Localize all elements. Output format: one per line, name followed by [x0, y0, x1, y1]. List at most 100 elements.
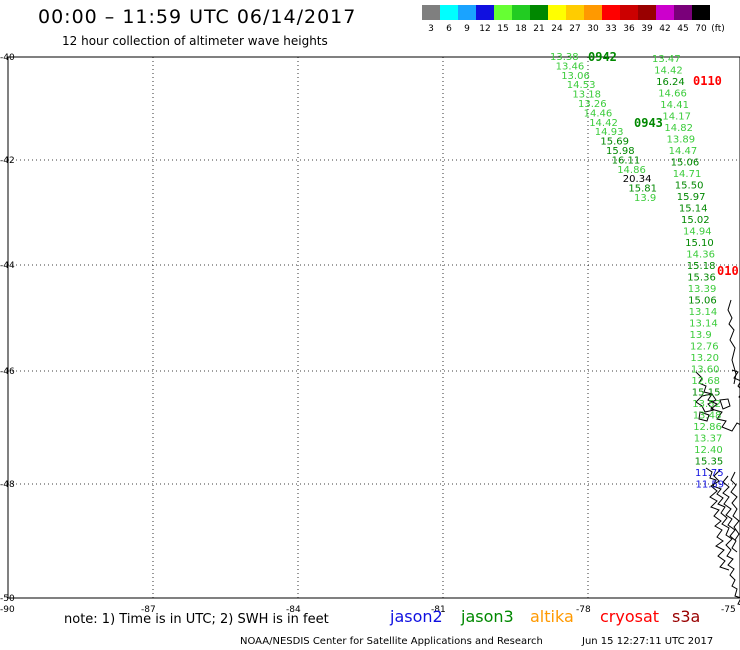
scale-swatch-45 — [674, 5, 692, 20]
scale-swatch-36 — [620, 5, 638, 20]
swh-value: 14.36 — [686, 250, 715, 261]
generated-timestamp: Jun 15 12:27:11 UTC 2017 — [582, 636, 714, 647]
scale-swatch-6 — [440, 5, 458, 20]
swh-value: 13.38 — [550, 52, 579, 63]
credit-line: NOAA/NESDIS Center for Satellite Applica… — [240, 636, 543, 647]
scale-label-9: 9 — [464, 24, 470, 34]
swh-value: 15.18 — [687, 261, 716, 272]
swh-value: 15.15 — [692, 388, 721, 399]
swh-value: 15.10 — [685, 238, 714, 249]
scale-label-39: 39 — [641, 24, 653, 34]
swh-value: 14.86 — [617, 165, 646, 176]
legend-jason3: jason3 — [461, 607, 514, 626]
swh-value: 12.68 — [691, 376, 720, 387]
lat-label: -44 — [0, 261, 15, 271]
scale-swatch-27 — [566, 5, 584, 20]
scale-unit-label: (ft) — [711, 24, 725, 34]
swh-value: 11.59 — [696, 480, 725, 491]
footer-note: note: 1) Time is in UTC; 2) SWH is in fe… — [64, 612, 329, 627]
swh-value: 13.48 — [693, 411, 722, 422]
swh-value: 15.35 — [695, 457, 724, 468]
lon-label: -84 — [286, 605, 301, 615]
longitude-labels: -90 -87 -84 -81 -78 -75 — [0, 605, 736, 615]
pass-time-labels: 0942 0943 0110 010 — [588, 50, 739, 278]
swh-value: 15.06 — [688, 296, 717, 307]
swh-value: 13.14 — [689, 307, 718, 318]
swh-value: 14.66 — [658, 89, 687, 100]
swh-value: 13.46 — [556, 61, 585, 72]
swh-value: 13.47 — [652, 54, 681, 65]
swh-value: 16.24 — [656, 77, 685, 88]
swh-value: 15.81 — [628, 184, 657, 195]
lat-label: -50 — [0, 594, 15, 604]
swh-value: 14.41 — [660, 100, 689, 111]
page-subtitle: 12 hour collection of altimeter wave hei… — [62, 34, 328, 48]
pass-time-label: 0110 — [693, 74, 722, 88]
swh-value: 15.14 — [679, 204, 708, 215]
altimeter-tracks: 13.3813.4613.0614.5313.1813.2614.4614.42… — [550, 52, 724, 491]
coastline-islands-south — [705, 467, 740, 606]
swh-value: 14.46 — [584, 108, 613, 119]
scale-label-33: 33 — [605, 24, 617, 34]
swh-value: 13.52 — [692, 399, 721, 410]
scale-label-24: 24 — [551, 24, 563, 34]
legend-jason2: jason2 — [390, 607, 443, 626]
lat-label: -48 — [0, 480, 15, 490]
swh-value: 13.9 — [634, 193, 656, 204]
swh-value: 13.37 — [694, 434, 723, 445]
scale-swatch-24 — [548, 5, 566, 20]
swh-value: 16.11 — [612, 155, 641, 166]
scale-swatch-33 — [602, 5, 620, 20]
pass-time-label: 0943 — [634, 116, 663, 130]
swh-value: 14.71 — [673, 169, 702, 180]
scale-swatch-15 — [494, 5, 512, 20]
swh-value: 14.42 — [654, 66, 683, 77]
latitude-labels: -40 -42 -44 -46 -48 -50 — [0, 53, 15, 604]
swh-value: 12.40 — [694, 445, 723, 456]
coastline-islands-mid — [695, 393, 731, 422]
swh-value: 13.06 — [561, 71, 590, 82]
legend-s3a: s3a — [672, 607, 701, 626]
scale-label-12: 12 — [479, 24, 491, 34]
lon-label: -75 — [721, 605, 736, 615]
scale-label-18: 18 — [515, 24, 527, 34]
scale-swatch-12 — [476, 5, 494, 20]
scale-swatch-39 — [638, 5, 656, 20]
scale-label-6: 6 — [446, 24, 452, 34]
swh-value: 14.17 — [662, 112, 691, 123]
scale-label-3: 3 — [428, 24, 434, 34]
swh-value: 13.9 — [690, 330, 712, 341]
scale-swatch-9 — [458, 5, 476, 20]
swh-value: 14.47 — [669, 146, 698, 157]
swh-value: 14.82 — [664, 123, 693, 134]
swh-value: 14.93 — [595, 127, 624, 138]
swh-value: 13.18 — [572, 90, 601, 101]
legend-cryosat: cryosat — [600, 607, 660, 626]
map-frame — [7, 56, 740, 599]
lat-label: -46 — [0, 367, 15, 377]
swh-value: 15.36 — [687, 273, 716, 284]
swh-value: 14.53 — [567, 80, 596, 91]
lon-label: -81 — [431, 605, 446, 615]
swh-value: 15.50 — [675, 181, 704, 192]
swh-value: 15.98 — [606, 146, 635, 157]
swh-value: 15.02 — [681, 215, 710, 226]
pass-time-label: 010 — [717, 264, 739, 278]
swh-value: 15.97 — [677, 192, 706, 203]
swh-value: 13.20 — [690, 353, 719, 364]
scale-label-21: 21 — [533, 24, 545, 34]
scale-swatch-21 — [530, 5, 548, 20]
scale-label-45: 45 — [677, 24, 689, 34]
lon-label: -78 — [576, 605, 591, 615]
lon-label: -87 — [141, 605, 156, 615]
swh-value: 13.89 — [667, 135, 696, 146]
swh-value: 12.86 — [693, 422, 722, 433]
scale-swatch-18 — [512, 5, 530, 20]
scale-label-70: 70 — [695, 24, 707, 34]
scale-label-42: 42 — [659, 24, 671, 34]
scale-swatch-3 — [422, 5, 440, 20]
lon-label: -90 — [0, 605, 15, 615]
page-title: 00:00 – 11:59 UTC 06/14/2017 — [38, 6, 357, 28]
swh-value: 20.34 — [623, 174, 652, 185]
